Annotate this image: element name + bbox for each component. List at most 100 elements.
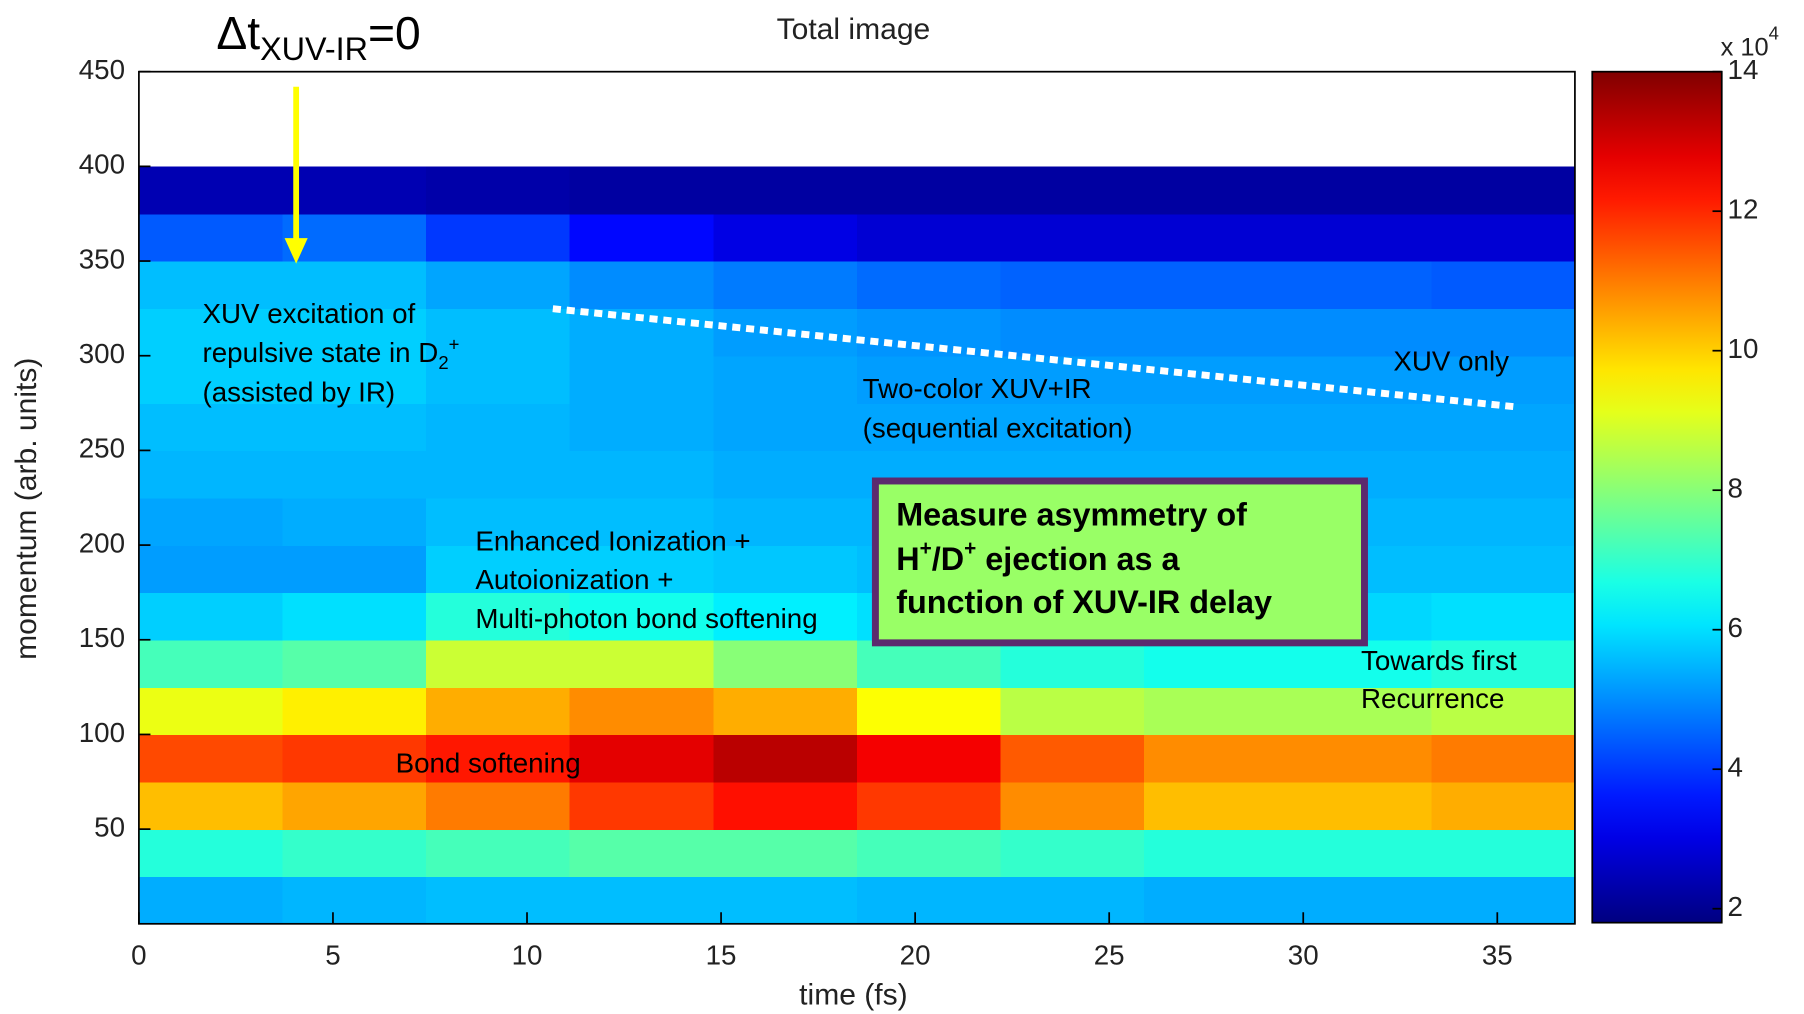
heatmap-cell <box>713 829 858 878</box>
heatmap-cell <box>1000 403 1145 452</box>
annotation: Bond softening <box>396 748 581 779</box>
x-tick-label: 10 <box>512 940 543 971</box>
heatmap-cell <box>856 734 1002 783</box>
heatmap-cell <box>569 639 714 688</box>
heatmap-cell <box>138 450 284 499</box>
colorbar <box>1591 70 1723 924</box>
y-tick-label: 150 <box>79 622 125 653</box>
equals-zero: =0 <box>368 7 421 59</box>
heatmap-cell <box>1287 687 1433 736</box>
delta-t: Δt <box>216 7 260 59</box>
superscript: + <box>449 334 460 355</box>
plot-frame <box>138 70 1576 925</box>
text: repulsive state in D <box>202 337 438 368</box>
heatmap-cell <box>138 639 284 688</box>
colorbar-multiplier: x 104 <box>1721 23 1779 62</box>
annotation: Two-color XUV+IR <box>863 373 1092 404</box>
arrow-head <box>284 238 308 264</box>
heatmap-cell <box>1000 308 1145 357</box>
heatmap-cell <box>1144 639 1289 688</box>
heatmap-cell <box>1431 450 1576 499</box>
heatmap-cell <box>713 734 858 783</box>
colorbar-tick-label: 14 <box>1728 54 1759 85</box>
x-tick-label: 0 <box>131 940 146 971</box>
heatmap-cell <box>1144 403 1289 452</box>
heatmap-cell <box>426 876 571 925</box>
annotation: Recurrence <box>1361 683 1504 714</box>
chart-title: Total image <box>777 13 931 46</box>
heatmap-cell <box>713 403 858 452</box>
heatmap-cell <box>1000 734 1145 783</box>
heatmap-cell <box>856 213 1002 262</box>
heatmap-cell <box>426 166 571 215</box>
heatmap-cell <box>1000 687 1145 736</box>
heatmap-cell <box>138 734 284 783</box>
heatmap-cell <box>713 261 858 310</box>
heatmap-cell <box>713 308 858 357</box>
heatmap-cell <box>1000 166 1145 215</box>
annotation: Multi-photon bond softening <box>475 603 817 634</box>
heatmap-cell <box>426 308 571 357</box>
heatmap-cell <box>569 829 714 878</box>
heatmap-cell <box>713 687 858 736</box>
text: ejection as a <box>976 540 1180 576</box>
annotation: Autoionization + <box>475 564 673 595</box>
y-tick-label: 400 <box>79 149 125 180</box>
heatmap-cell <box>856 166 1002 215</box>
heatmap-cell <box>1287 355 1433 404</box>
heatmap-cell <box>1431 829 1576 878</box>
heatmap-cell <box>426 734 571 783</box>
heatmap-cell <box>282 829 427 878</box>
heatmap-cell <box>282 545 427 594</box>
heatmap-cell <box>138 497 284 546</box>
colorbar-tick-label: 8 <box>1728 473 1743 504</box>
heatmap-cell <box>1000 781 1145 830</box>
heatmap-cell <box>569 403 714 452</box>
heatmap-cell <box>138 545 284 594</box>
heatmap-cell <box>1144 166 1289 215</box>
heatmap-cell <box>138 308 284 357</box>
heatmap-cell <box>426 829 571 878</box>
heatmap-cell <box>282 639 427 688</box>
heatmap-cell <box>713 639 858 688</box>
heatmap-cell <box>426 545 571 594</box>
x-tick-label: 15 <box>706 940 737 971</box>
heatmap-cell <box>1287 876 1433 925</box>
heatmap-cell <box>713 450 858 499</box>
heatmap-cell <box>1431 592 1576 641</box>
heatmap-cell <box>426 261 571 310</box>
heatmap-cell <box>282 308 427 357</box>
heatmap-cell <box>1287 639 1433 688</box>
heatmap-cell <box>282 876 427 925</box>
heatmap-cell <box>1287 213 1433 262</box>
text: H <box>896 540 919 576</box>
heatmap-cell <box>856 781 1002 830</box>
heatmap-cell <box>426 687 571 736</box>
y-tick-label: 300 <box>79 338 125 369</box>
heatmap-cell <box>1000 876 1145 925</box>
heatmap-cell <box>1431 261 1576 310</box>
heatmap-cell <box>569 355 714 404</box>
heatmap-cell <box>1431 734 1576 783</box>
heatmap-cell <box>426 781 571 830</box>
heatmap-cell <box>713 355 858 404</box>
heatmap-cell <box>282 781 427 830</box>
heatmap-cell <box>713 166 858 215</box>
heatmap-cell <box>1144 261 1289 310</box>
annotation: Towards first <box>1361 645 1517 676</box>
heatmap-cell <box>426 450 571 499</box>
annotation: Enhanced Ionization + <box>475 526 750 557</box>
x-tick-label: 25 <box>1094 940 1125 971</box>
heatmap-cell <box>1431 639 1576 688</box>
y-tick-label: 100 <box>79 717 125 748</box>
heatmap <box>138 166 1576 925</box>
heatmap-cell <box>713 213 858 262</box>
heatmap-cell <box>856 261 1002 310</box>
heatmap-cell <box>1144 876 1289 925</box>
heatmap-cell <box>713 592 858 641</box>
heatmap-cell <box>569 876 714 925</box>
heatmap-cell <box>856 639 1002 688</box>
heatmap-cell <box>1431 497 1576 546</box>
heatmap-cell <box>282 734 427 783</box>
